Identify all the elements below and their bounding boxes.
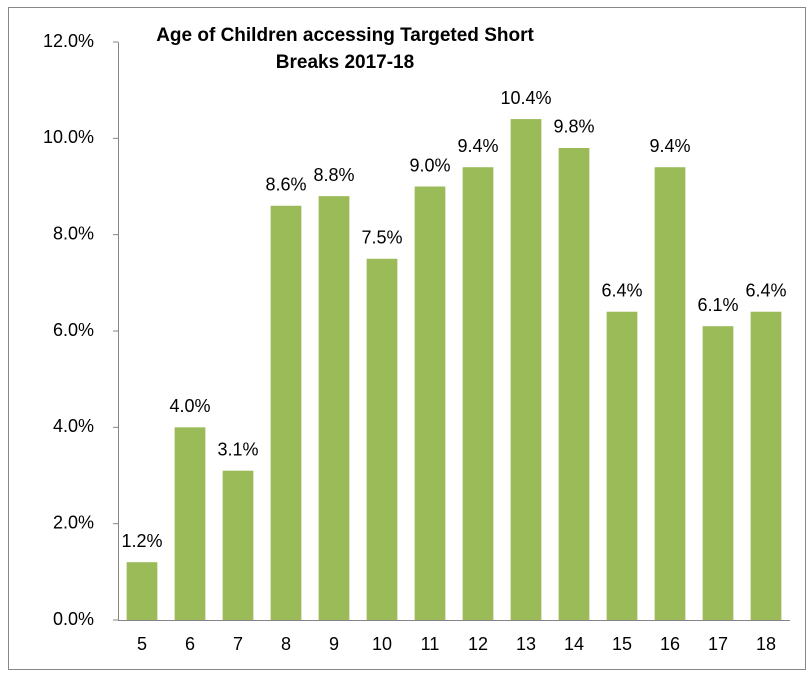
x-tick-label: 8 [281,634,291,654]
data-label: 6.1% [697,295,738,315]
bar [558,147,590,620]
x-tick-label: 13 [516,634,536,654]
data-label: 3.1% [217,439,258,459]
bar [222,470,254,620]
y-tick-label: 6.0% [53,320,94,340]
x-tick-label: 14 [564,634,584,654]
data-label: 9.0% [409,155,450,175]
data-label: 10.4% [500,88,551,108]
bar [174,427,206,620]
y-tick-label: 2.0% [53,512,94,532]
y-tick-label: 12.0% [43,31,94,51]
x-tick-label: 16 [660,634,680,654]
bar [510,119,542,621]
data-label: 8.6% [265,175,306,195]
bar [318,196,350,620]
data-label: 9.8% [553,117,594,137]
data-label: 9.4% [649,136,690,156]
x-tick-label: 12 [468,634,488,654]
bar [462,167,494,620]
bar [366,258,398,620]
x-tick-label: 17 [708,634,728,654]
data-label: 6.4% [601,280,642,300]
bar [702,326,734,620]
bar [270,205,302,620]
x-tick-label: 9 [329,634,339,654]
x-tick-label: 15 [612,634,632,654]
bar [414,186,446,620]
bar [126,562,158,620]
bar [606,311,638,620]
data-label: 9.4% [457,136,498,156]
y-tick-label: 10.0% [43,127,94,147]
y-tick-label: 0.0% [53,609,94,629]
data-label: 1.2% [121,531,162,551]
data-label: 7.5% [361,228,402,248]
data-label: 8.8% [313,165,354,185]
y-tick-label: 4.0% [53,416,94,436]
x-tick-label: 11 [421,634,440,654]
x-tick-label: 7 [233,634,243,654]
y-tick-label: 8.0% [53,223,94,243]
bar [750,311,782,620]
data-label: 6.4% [745,280,786,300]
chart-title: Age of Children accessing Targeted Short… [156,25,534,73]
data-label: 4.0% [169,396,210,416]
x-tick-label: 18 [756,634,776,654]
x-tick-label: 6 [185,634,195,654]
x-tick-label: 10 [372,634,392,654]
bar [654,167,686,620]
x-tick-label: 5 [137,634,147,654]
